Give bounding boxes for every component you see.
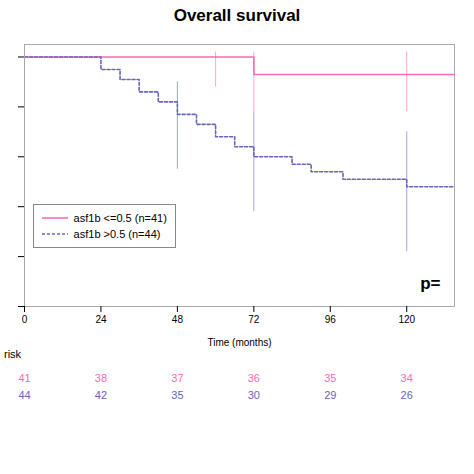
svg-text:37: 37 xyxy=(171,372,183,384)
svg-text:72: 72 xyxy=(248,314,260,325)
svg-text:p=: p= xyxy=(420,274,440,293)
svg-text:35: 35 xyxy=(324,372,336,384)
html-text:asf1b >0.5 (n=44): asf1b >0.5 (n=44) xyxy=(73,228,161,241)
svg-text:120: 120 xyxy=(398,314,415,325)
html-text:asf1b <=0.5 (n=41): asf1b <=0.5 (n=41) xyxy=(73,212,167,225)
svg-text:Time (months): Time (months) xyxy=(207,337,271,348)
svg-text:29: 29 xyxy=(324,389,336,401)
svg-text:96: 96 xyxy=(325,314,337,325)
svg-text:26: 26 xyxy=(401,389,413,401)
svg-text:41: 41 xyxy=(18,372,30,384)
svg-text:38: 38 xyxy=(95,372,107,384)
svg-text:48: 48 xyxy=(172,314,184,325)
html-text:Overall survival: Overall survival xyxy=(173,6,301,25)
svg-text:44: 44 xyxy=(18,389,30,401)
svg-text:35: 35 xyxy=(171,389,183,401)
svg-text:42: 42 xyxy=(95,389,107,401)
svg-text:34: 34 xyxy=(401,372,413,384)
svg-text:36: 36 xyxy=(248,372,260,384)
svg-text:24: 24 xyxy=(95,314,107,325)
svg-text:30: 30 xyxy=(248,389,260,401)
svg-text:0: 0 xyxy=(22,314,28,325)
html-text:risk: risk xyxy=(4,348,22,360)
